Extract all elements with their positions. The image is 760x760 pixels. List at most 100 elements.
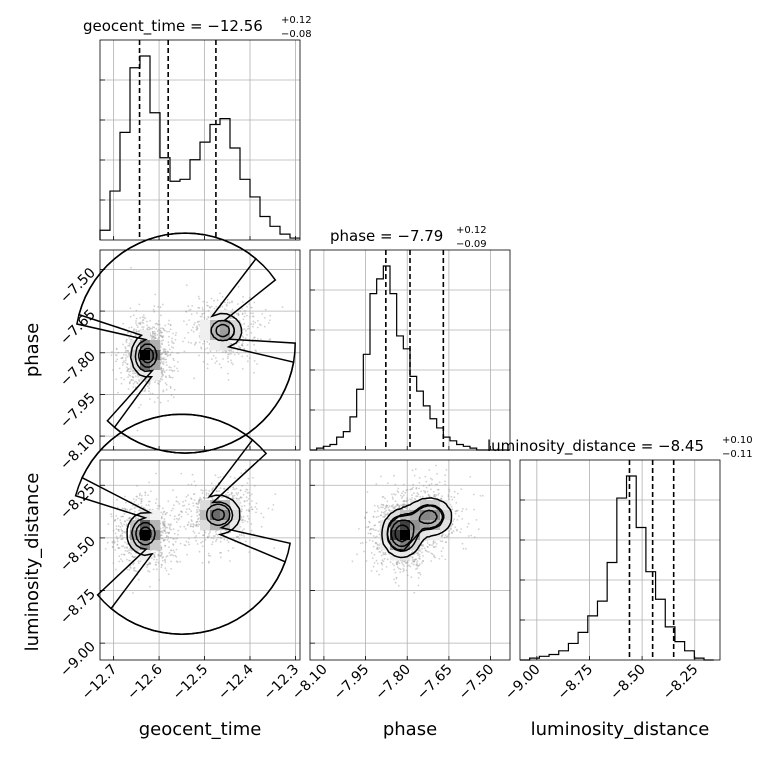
scatter-point	[129, 566, 132, 568]
scatter-point	[197, 306, 200, 309]
scatter-point	[421, 551, 423, 554]
scatter-point	[236, 497, 238, 500]
scatter-point	[224, 308, 226, 311]
density-cell	[150, 340, 161, 351]
scatter-point	[377, 548, 379, 551]
scatter-point	[423, 489, 425, 492]
scatter-point	[197, 320, 200, 323]
x-tick-label: −7.50	[456, 662, 498, 704]
scatter-point	[467, 535, 470, 537]
scatter-point	[377, 530, 380, 532]
scatter-point	[438, 481, 441, 484]
scatter-point	[126, 550, 129, 552]
scatter-point	[379, 514, 382, 517]
title-luminosity-distance: luminosity_distance = −8.45	[487, 437, 704, 456]
scatter-point	[253, 360, 256, 362]
scatter-point	[378, 551, 381, 553]
contour-line	[78, 232, 295, 454]
scatter-point	[385, 513, 388, 516]
scatter-point	[169, 387, 172, 390]
scatter-point	[183, 544, 186, 546]
scatter-point	[250, 506, 253, 509]
scatter-point	[205, 489, 207, 492]
scatter-point	[161, 357, 164, 360]
scatter-point	[393, 507, 396, 510]
density-cell	[150, 370, 161, 381]
scatter-point	[161, 374, 164, 377]
scatter-point	[130, 333, 132, 336]
scatter-point	[202, 534, 204, 537]
scatter-point	[158, 579, 161, 581]
scatter-point	[243, 528, 245, 530]
scatter-point	[259, 338, 262, 340]
scatter-point	[135, 516, 137, 519]
scatter-point	[121, 530, 124, 532]
scatter-point	[205, 497, 208, 499]
scatter-point	[168, 335, 170, 338]
scatter-point	[190, 483, 193, 486]
scatter-point	[161, 371, 164, 374]
scatter-point	[210, 536, 213, 539]
scatter-point	[128, 327, 131, 329]
scatter-point	[432, 541, 435, 544]
scatter-point	[133, 381, 136, 383]
scatter-point	[228, 493, 231, 496]
scatter-point	[137, 562, 140, 564]
scatter-point	[373, 553, 376, 556]
scatter-point	[173, 369, 176, 372]
scatter-point	[191, 304, 194, 307]
scatter-point	[243, 500, 246, 503]
scatter-point	[184, 544, 187, 547]
scatter-point	[208, 343, 211, 345]
scatter-point	[162, 303, 164, 306]
scatter-point	[248, 510, 251, 512]
scatter-point	[161, 507, 164, 510]
scatter-point	[247, 477, 250, 480]
scatter-point	[378, 573, 381, 576]
scatter-point	[431, 544, 433, 547]
scatter-point	[418, 564, 420, 567]
scatter-point	[139, 321, 142, 324]
scatter-point	[428, 495, 431, 498]
scatter-point	[248, 303, 251, 305]
scatter-point	[120, 538, 123, 541]
scatter-point	[219, 487, 222, 489]
scatter-point	[132, 379, 135, 381]
scatter-point	[151, 331, 154, 333]
scatter-point	[402, 503, 405, 506]
scatter-point	[160, 367, 163, 370]
scatter-point	[162, 526, 165, 529]
scatter-point	[225, 350, 228, 352]
ylabel-phase: phase	[22, 323, 43, 377]
scatter-point	[175, 332, 178, 334]
scatter-point	[239, 489, 242, 491]
scatter-point	[160, 516, 163, 519]
scatter-point	[134, 334, 137, 337]
scatter-point	[154, 332, 157, 334]
scatter-point	[428, 551, 430, 553]
scatter-point	[226, 298, 229, 301]
scatter-point	[122, 364, 124, 366]
scatter-point	[226, 357, 229, 360]
scatter-point	[454, 510, 457, 513]
scatter-point	[256, 508, 258, 510]
scatter-point	[165, 376, 168, 379]
scatter-point	[243, 322, 246, 325]
scatter-point	[203, 340, 206, 343]
scatter-point	[153, 310, 156, 313]
scatter-point	[123, 520, 126, 522]
scatter-point	[220, 537, 222, 539]
scatter-point	[361, 542, 364, 544]
scatter-point	[170, 567, 173, 570]
scatter-point	[453, 518, 456, 521]
scatter-point	[409, 565, 412, 568]
scatter-point	[469, 476, 472, 478]
scatter-point	[219, 552, 221, 554]
density-cell	[140, 370, 151, 381]
scatter-point	[154, 337, 157, 340]
scatter-point	[169, 524, 172, 527]
scatter-point	[254, 506, 257, 508]
scatter-point	[404, 562, 407, 564]
scatter-point	[118, 528, 120, 531]
scatter-point	[111, 541, 114, 544]
